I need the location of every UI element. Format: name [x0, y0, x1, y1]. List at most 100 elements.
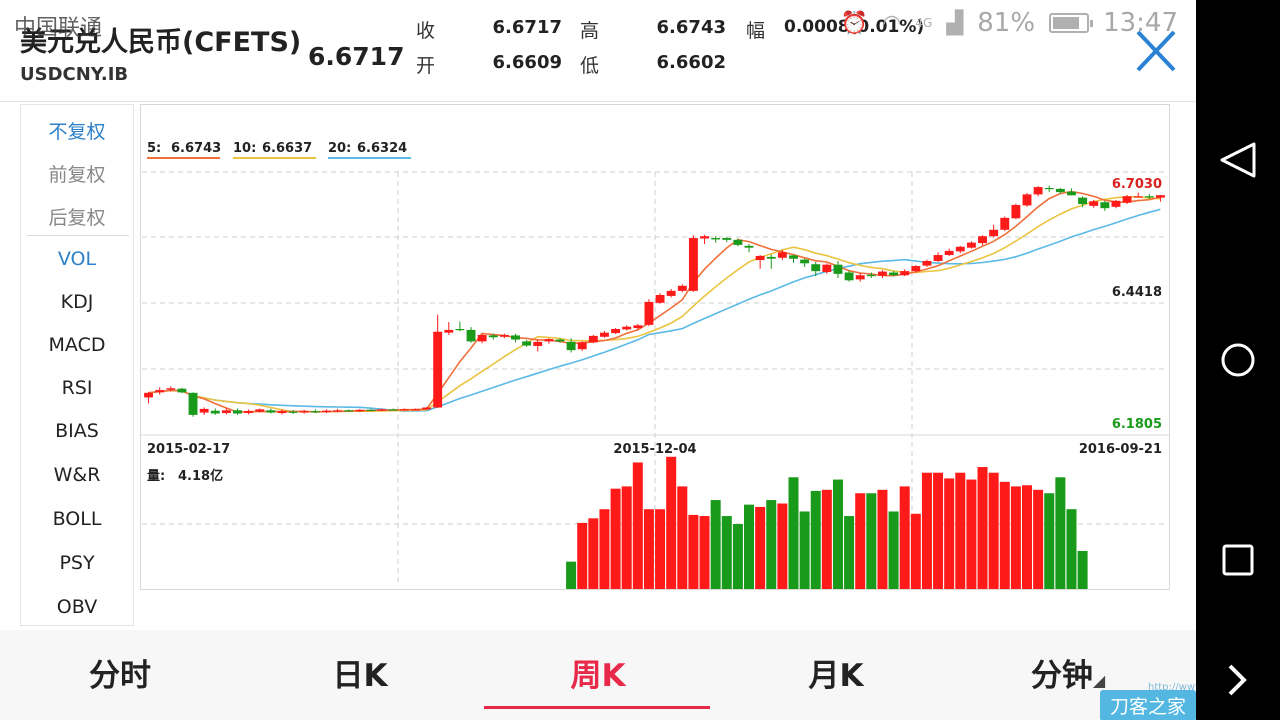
x-label-end: 2016-09-21 — [1079, 442, 1162, 457]
quote-change-value: 0.0008(0.01%) — [784, 17, 925, 37]
kline-chart[interactable]: 5: 6.6743 10: 6.6637 20: 6.6324 6.7030 6… — [140, 104, 1170, 590]
candle-body — [1133, 196, 1143, 198]
candle-body — [989, 229, 999, 237]
candle-body — [655, 294, 665, 303]
chevron-right-icon[interactable] — [1196, 662, 1280, 698]
candle-body — [166, 388, 176, 390]
candle-body — [444, 329, 454, 333]
indicator-menu: 不复权 前复权 后复权 VOL KDJ MACD RSI BIAS W&R BO… — [20, 104, 134, 626]
volume-bar — [777, 503, 788, 589]
candle-body — [1111, 200, 1121, 207]
candle-body — [955, 246, 965, 252]
volume-bar — [666, 456, 677, 589]
close-icon[interactable] — [1130, 28, 1182, 76]
candle-body — [144, 392, 154, 398]
volume-bar — [966, 479, 977, 589]
volume-bar — [1010, 486, 1021, 589]
menu-item-backward-adjust[interactable]: 后复权 — [48, 207, 106, 229]
tab-monthly[interactable]: 月K — [808, 658, 864, 694]
menu-item-rsi[interactable]: RSI — [61, 377, 93, 399]
candle-body — [455, 328, 465, 331]
volume-bar — [1055, 477, 1066, 589]
volume-bar — [921, 472, 932, 589]
active-tab-indicator — [484, 706, 710, 709]
candle-body — [277, 411, 287, 414]
back-icon[interactable] — [1196, 140, 1280, 180]
volume-bar — [1033, 489, 1044, 589]
candle-body — [1033, 187, 1043, 195]
volume-bar — [632, 462, 643, 589]
menu-divider — [27, 235, 129, 236]
volume-bar — [599, 509, 610, 589]
volume-bar — [1044, 493, 1055, 589]
tab-daily[interactable]: 日K — [332, 658, 388, 694]
candle-body — [600, 332, 609, 337]
candle-body — [722, 238, 732, 240]
candle-body — [855, 275, 865, 280]
candle-body — [1067, 191, 1076, 196]
quote-open-label: 开 — [416, 55, 436, 77]
candle-body — [221, 410, 231, 414]
candle-body — [1155, 195, 1165, 198]
volume-bar — [766, 500, 777, 589]
candle-body — [466, 329, 476, 342]
volume-bar — [677, 486, 688, 589]
watermark-badge: 刀客之家 — [1100, 690, 1197, 720]
volume-bar — [1022, 485, 1033, 589]
candle-body — [633, 325, 643, 329]
quote-high-value: 6.6743 — [656, 17, 726, 38]
y-label-mid: 6.4418 — [1112, 285, 1162, 300]
menu-item-no-adjust[interactable]: 不复权 — [48, 121, 106, 143]
volume-bar — [643, 509, 654, 589]
dropdown-marker-icon: ◢ — [1092, 671, 1106, 690]
candle-body — [1022, 194, 1032, 206]
volume-bar — [877, 489, 888, 589]
candle-body — [644, 301, 654, 325]
candle-body — [299, 411, 309, 413]
candle-body — [566, 341, 576, 351]
volume-bar — [744, 504, 755, 589]
volume-bar — [699, 516, 710, 589]
quote-close-value: 6.6717 — [492, 17, 562, 38]
tab-minute[interactable]: 分钟◢ — [988, 650, 1148, 695]
candle-body — [588, 335, 598, 343]
menu-item-bias[interactable]: BIAS — [55, 420, 99, 442]
menu-item-wr[interactable]: W&R — [53, 464, 101, 486]
menu-item-psy[interactable]: PSY — [59, 552, 95, 574]
volume-bar — [899, 486, 910, 589]
candle-body — [1044, 187, 1054, 190]
volume-bar — [621, 486, 632, 589]
tab-intraday[interactable]: 分时 — [89, 658, 151, 694]
menu-item-boll[interactable]: BOLL — [52, 508, 102, 530]
tab-weekly[interactable]: 周K — [570, 658, 626, 694]
menu-item-vol[interactable]: VOL — [57, 248, 97, 270]
ma10-legend-label: 10: — [233, 141, 256, 156]
volume-bar — [866, 493, 877, 589]
candle-body — [966, 242, 976, 248]
candle-body — [433, 331, 443, 408]
candle-body — [700, 236, 709, 239]
volume-bar — [710, 500, 721, 589]
volume-bar — [799, 511, 810, 589]
quote-change-label: 幅 — [746, 20, 766, 42]
home-icon[interactable] — [1196, 340, 1280, 380]
menu-item-kdj[interactable]: KDJ — [60, 291, 94, 313]
menu-item-macd[interactable]: MACD — [48, 334, 106, 356]
quote-open-value: 6.6609 — [492, 52, 562, 73]
candle-body — [688, 238, 698, 291]
candle-body — [800, 259, 810, 264]
menu-item-obv[interactable]: OBV — [56, 596, 98, 618]
volume-bar — [844, 516, 855, 589]
candle-body — [777, 252, 787, 258]
quote-low-label: 低 — [580, 55, 600, 77]
candle-body — [933, 255, 943, 262]
volume-bar — [655, 509, 666, 589]
volume-bar — [566, 561, 577, 589]
candle-body — [177, 388, 187, 393]
menu-item-forward-adjust[interactable]: 前复权 — [48, 164, 106, 186]
ma5-legend-value: 6.6743 — [171, 141, 221, 156]
recents-icon[interactable] — [1196, 540, 1280, 580]
candle-body — [789, 255, 798, 259]
volume-bar — [1077, 550, 1088, 589]
candle-body — [266, 410, 276, 413]
